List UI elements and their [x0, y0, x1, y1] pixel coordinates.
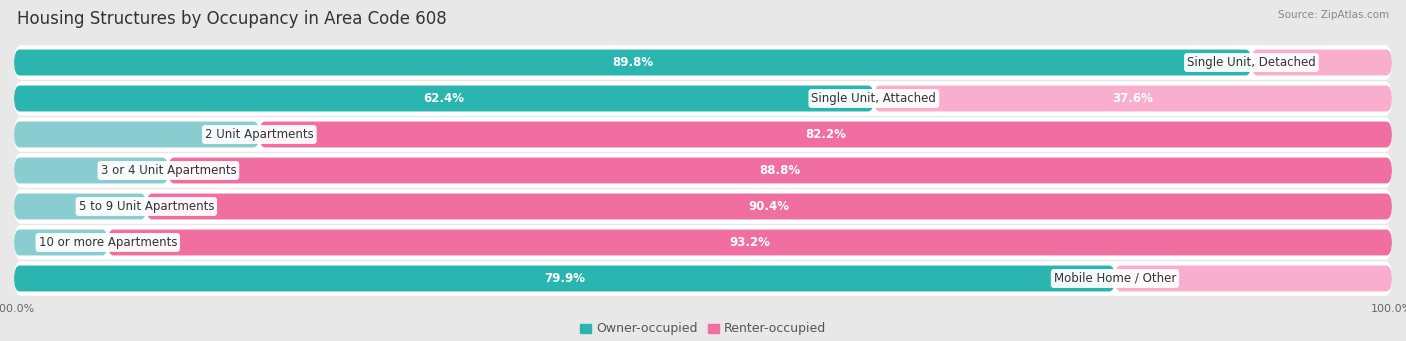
FancyBboxPatch shape [14, 121, 259, 147]
FancyBboxPatch shape [14, 261, 1392, 296]
Text: Single Unit, Detached: Single Unit, Detached [1187, 56, 1316, 69]
Text: 5 to 9 Unit Apartments: 5 to 9 Unit Apartments [79, 200, 214, 213]
FancyBboxPatch shape [14, 189, 1392, 224]
FancyBboxPatch shape [146, 194, 1392, 220]
FancyBboxPatch shape [14, 117, 1392, 152]
FancyBboxPatch shape [14, 86, 875, 112]
Text: 62.4%: 62.4% [423, 92, 464, 105]
FancyBboxPatch shape [1115, 266, 1392, 292]
FancyBboxPatch shape [14, 81, 1392, 116]
Text: Mobile Home / Other: Mobile Home / Other [1054, 272, 1177, 285]
Text: 82.2%: 82.2% [806, 128, 846, 141]
FancyBboxPatch shape [14, 158, 169, 183]
Text: 2 Unit Apartments: 2 Unit Apartments [205, 128, 314, 141]
Text: 90.4%: 90.4% [748, 200, 790, 213]
FancyBboxPatch shape [14, 49, 1251, 75]
Text: 79.9%: 79.9% [544, 272, 585, 285]
FancyBboxPatch shape [259, 121, 1392, 147]
Text: 88.8%: 88.8% [759, 164, 801, 177]
FancyBboxPatch shape [14, 194, 146, 220]
FancyBboxPatch shape [169, 158, 1392, 183]
Text: 9.6%: 9.6% [103, 200, 132, 213]
Text: 10 or more Apartments: 10 or more Apartments [38, 236, 177, 249]
Text: 17.8%: 17.8% [208, 128, 246, 141]
Text: Source: ZipAtlas.com: Source: ZipAtlas.com [1278, 10, 1389, 20]
FancyBboxPatch shape [14, 229, 108, 255]
Text: 37.6%: 37.6% [1112, 92, 1153, 105]
FancyBboxPatch shape [108, 229, 1392, 255]
Text: Housing Structures by Occupancy in Area Code 608: Housing Structures by Occupancy in Area … [17, 10, 447, 28]
FancyBboxPatch shape [14, 45, 1392, 80]
Text: 3 or 4 Unit Apartments: 3 or 4 Unit Apartments [100, 164, 236, 177]
Text: 93.2%: 93.2% [730, 236, 770, 249]
FancyBboxPatch shape [875, 86, 1392, 112]
Text: 6.8%: 6.8% [65, 236, 94, 249]
Text: 89.8%: 89.8% [612, 56, 654, 69]
FancyBboxPatch shape [1251, 49, 1392, 75]
FancyBboxPatch shape [14, 225, 1392, 260]
Text: Single Unit, Attached: Single Unit, Attached [811, 92, 936, 105]
FancyBboxPatch shape [14, 266, 1115, 292]
FancyBboxPatch shape [14, 153, 1392, 188]
Text: 11.2%: 11.2% [117, 164, 155, 177]
Legend: Owner-occupied, Renter-occupied: Owner-occupied, Renter-occupied [575, 317, 831, 340]
